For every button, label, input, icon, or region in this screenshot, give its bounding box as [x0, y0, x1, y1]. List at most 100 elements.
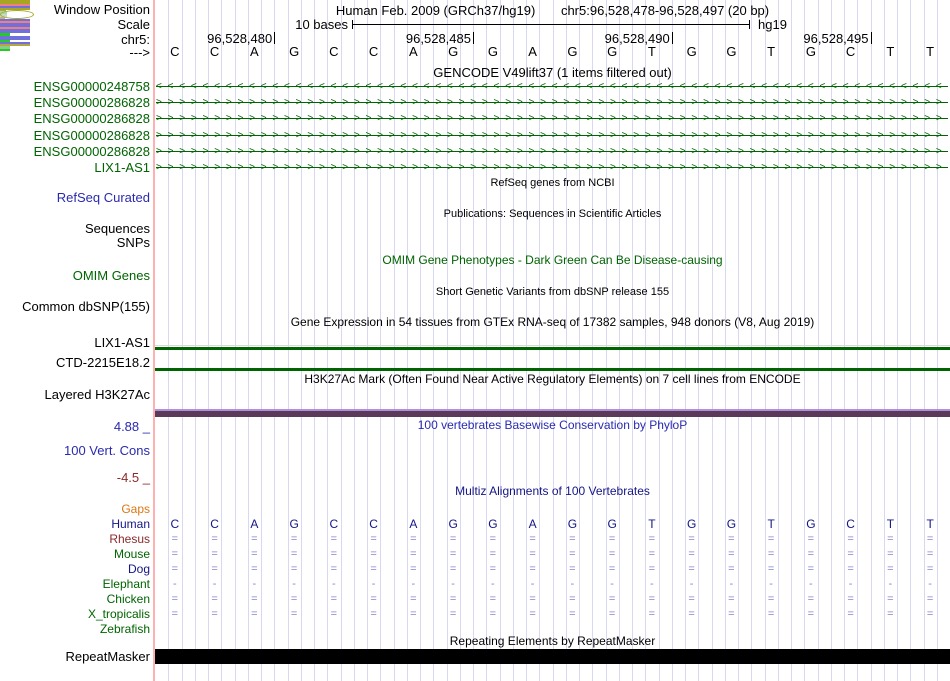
omim-track-title[interactable]: OMIM Gene Phenotypes - Dark Green Can Be… [382, 253, 723, 267]
grid-line [181, 0, 183, 681]
multiz-track-title[interactable]: Multiz Alignments of 100 Vertebrates [455, 484, 650, 498]
scale-bar [352, 24, 750, 25]
gene-arrows-right[interactable]: >>>>>>>>>>>>>>>>>>>>>>>>>>>>>>>>>>>>>>>>… [156, 145, 948, 158]
species-label-gaps[interactable]: Gaps [121, 502, 150, 516]
sequence-base: G [607, 44, 618, 59]
refseq-track-title[interactable]: RefSeq genes from NCBI [490, 177, 615, 189]
gene-label-ctd-2215e18-2[interactable]: CTD-2215E18.2 [56, 355, 150, 370]
grid-line [910, 0, 912, 681]
align-mark: = [211, 593, 218, 605]
species-label-elephant[interactable]: Elephant [102, 577, 150, 591]
align-mark: = [807, 608, 815, 620]
sequence-base: T [886, 44, 895, 59]
scale-bar-right-tick [749, 20, 750, 29]
gene-label[interactable]: ENSG00000286828 [33, 95, 150, 110]
align-mark: = [847, 563, 854, 575]
track-label-sequences[interactable]: Sequences [84, 221, 150, 236]
align-mark: = [251, 548, 258, 560]
align-mark: - [252, 578, 257, 590]
gene-arrows-right[interactable]: >>>>>>>>>>>>>>>>>>>>>>>>>>>>>>>>>>>>>>>>… [156, 112, 948, 125]
align-mark: = [330, 608, 338, 620]
track-label-snps[interactable]: SNPs [116, 235, 150, 250]
align-mark: - [928, 578, 932, 590]
gene-label[interactable]: ENSG00000286828 [33, 128, 150, 143]
grid-line [751, 0, 753, 681]
gencode-track-title[interactable]: GENCODE V49lift37 (1 items filtered out) [433, 65, 672, 80]
strand-chevron-icons: >>>>>>>>>>>>>>>>>>>>>>>>>>>>>>>>>>>>>>>>… [156, 162, 948, 173]
track-label-repeatmasker[interactable]: RepeatMasker [65, 649, 150, 664]
align-mark: = [330, 593, 338, 605]
gene-label[interactable]: ENSG00000286828 [33, 111, 150, 126]
grid-line [300, 0, 302, 681]
track-label-omim-genes[interactable]: OMIM Genes [72, 268, 150, 283]
grid-line [671, 0, 673, 681]
gene-arrows-left[interactable]: <<<<<<<<<<<<<<<<<<<<<<<<<<<<<<<<<<<<<<<<… [156, 80, 948, 93]
scale-bar-left-tick [352, 20, 353, 29]
species-label-chicken[interactable]: Chicken [106, 592, 150, 606]
h3k27ac-track-title[interactable]: H3K27Ac Mark (Often Found Near Active Re… [304, 372, 801, 386]
align-mark: = [728, 533, 735, 545]
align-mark: = [290, 533, 298, 545]
grid-line [486, 0, 488, 681]
align-mark: = [449, 593, 457, 605]
grid-line [393, 0, 395, 681]
gene-label[interactable]: ENSG00000286828 [33, 144, 150, 159]
repeatmasker-bar[interactable] [155, 649, 950, 664]
repeatmasker-track-title[interactable]: Repeating Elements by RepeatMasker [449, 634, 656, 648]
label-scale: Scale [117, 17, 150, 32]
intron-line [156, 102, 948, 103]
intron-line [156, 167, 948, 168]
align-base: T [648, 517, 656, 531]
species-label-mouse[interactable]: Mouse [113, 547, 150, 561]
sequence-base: G [567, 44, 578, 59]
align-mark: = [529, 563, 536, 575]
grid-line [897, 0, 898, 681]
gene-label[interactable]: ENSG00000248758 [33, 79, 150, 94]
h3k27ac-signal-bar[interactable] [155, 411, 950, 417]
align-mark: - [332, 578, 336, 590]
gene-arrows-right[interactable]: >>>>>>>>>>>>>>>>>>>>>>>>>>>>>>>>>>>>>>>>… [156, 129, 948, 142]
grid-line [685, 0, 686, 681]
grid-line [539, 0, 541, 681]
align-mark: - [451, 578, 455, 590]
dbsnp-track-title[interactable]: Short Genetic Variants from dbSNP releas… [435, 286, 670, 298]
align-mark: = [926, 548, 934, 560]
align-mark: = [926, 593, 934, 605]
align-mark: = [807, 533, 815, 545]
align-mark: - [411, 578, 416, 590]
gtex-gene-line-ctd-2215e18-2[interactable] [155, 368, 950, 371]
gene-arrows-right[interactable]: >>>>>>>>>>>>>>>>>>>>>>>>>>>>>>>>>>>>>>>>… [156, 161, 948, 174]
gene-label-lix1-as1[interactable]: LIX1-AS1 [94, 335, 150, 350]
align-mark: = [648, 563, 656, 575]
align-mark: = [290, 608, 298, 620]
species-label-zebrafish[interactable]: Zebrafish [99, 622, 150, 636]
species-label-rhesus[interactable]: Rhesus [109, 532, 150, 546]
gtex-track-title[interactable]: Gene Expression in 54 tissues from GTEx … [290, 315, 815, 329]
track-label-layered-h3k27ac[interactable]: Layered H3K27Ac [44, 387, 150, 402]
grid-line [499, 0, 501, 681]
grid-line [353, 0, 355, 681]
gene-label[interactable]: LIX1-AS1 [94, 160, 150, 175]
align-mark: = [887, 608, 894, 620]
align-mark: = [926, 533, 934, 545]
sequence-base: G [805, 44, 816, 59]
align-mark: - [729, 578, 734, 590]
align-base: C [210, 517, 219, 531]
gtex-gene-line-lix1-as1[interactable] [155, 347, 950, 350]
track-label-100-vert-cons[interactable]: 100 Vert. Cons [64, 443, 150, 458]
species-label-dog[interactable]: Dog [127, 562, 150, 576]
ruler-tick [473, 32, 474, 44]
align-mark: = [688, 548, 695, 560]
sequence-base: C [170, 44, 180, 59]
track-label-refseq-curated[interactable]: RefSeq Curated [56, 190, 150, 205]
publications-track-title[interactable]: Publications: Sequences in Scientific Ar… [443, 208, 662, 220]
align-base: G [289, 517, 299, 531]
align-mark: = [370, 563, 377, 575]
phylop-track-title[interactable]: 100 vertebrates Basewise Conservation by… [417, 418, 688, 432]
position-title: chr5:96,528,478-96,528,497 (20 bp) [560, 3, 770, 18]
gene-arrows-right[interactable]: >>>>>>>>>>>>>>>>>>>>>>>>>>>>>>>>>>>>>>>>… [156, 96, 948, 109]
species-label-human[interactable]: Human [111, 517, 150, 531]
track-label-common-dbsnp[interactable]: Common dbSNP(155) [22, 299, 150, 314]
species-label-x_tropicalis[interactable]: X_tropicalis [87, 607, 150, 621]
